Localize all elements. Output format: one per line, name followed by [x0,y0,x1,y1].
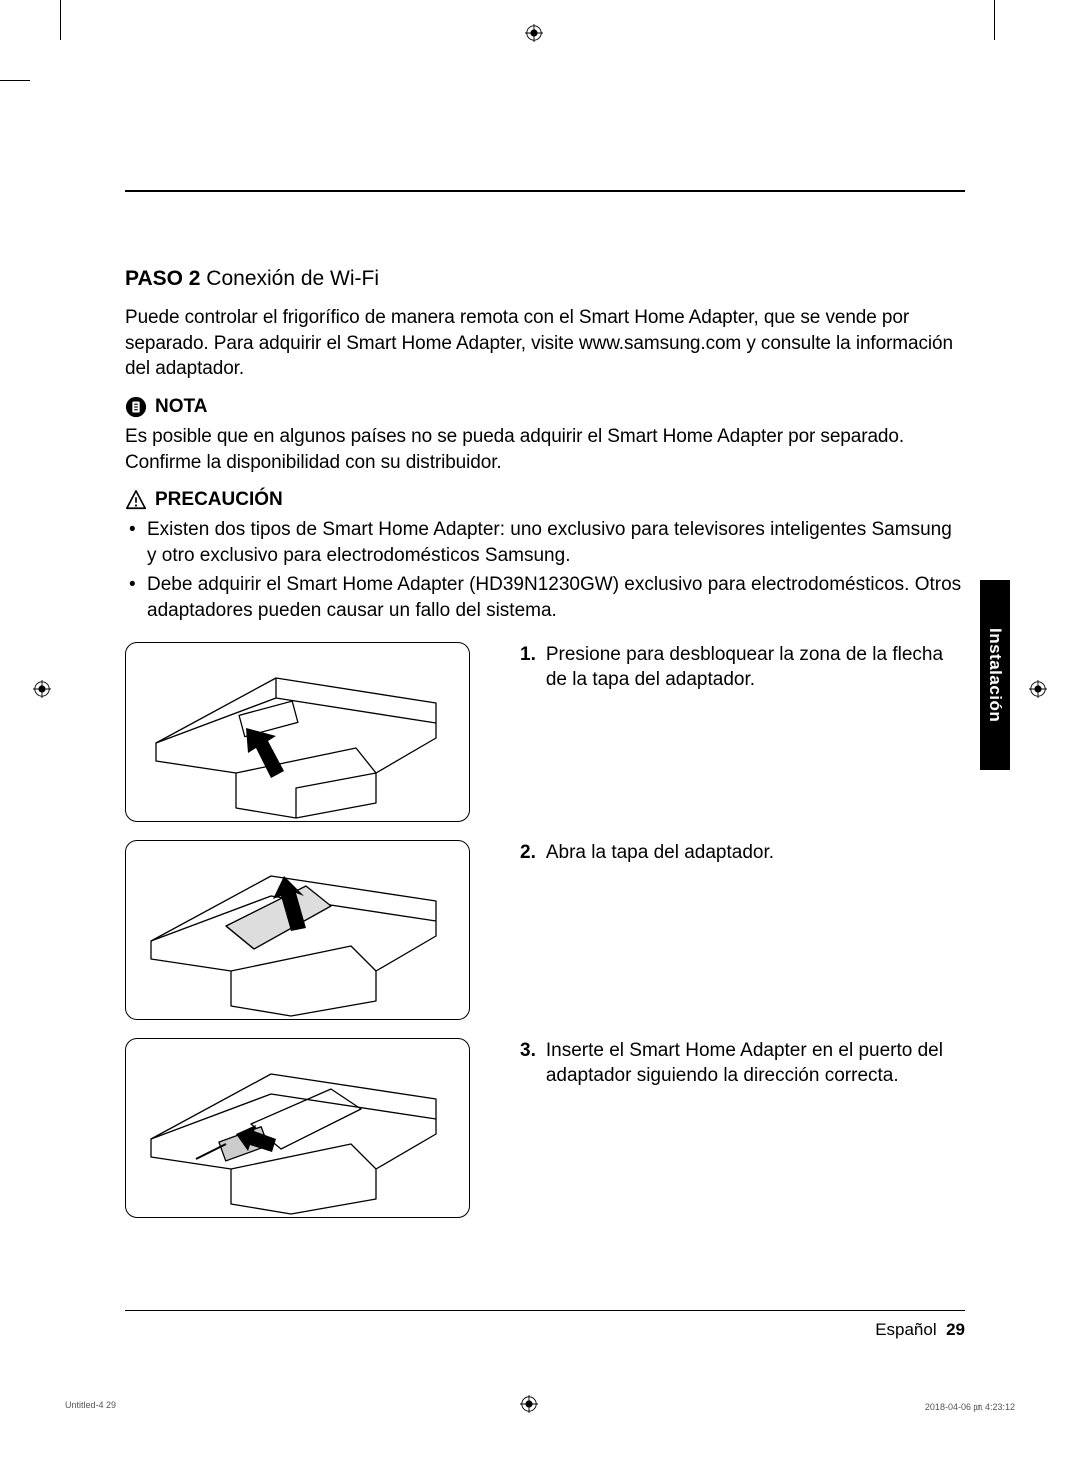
nota-text: Es posible que en algunos países no se p… [125,424,965,475]
step-number: 1. [520,642,536,693]
crop-mark [0,80,30,81]
diagram-2 [125,840,470,1020]
footer-lang: Español 29 [875,1320,965,1340]
nota-label: NOTA [155,396,207,418]
list-item: Debe adquirir el Smart Home Adapter (HD3… [147,572,965,623]
crop-mark [994,0,995,40]
step-text: 2. Abra la tapa del adaptador. [520,840,965,866]
step-row: 1. Presione para desbloquear la zona de … [125,642,965,822]
step-body: Inserte el Smart Home Adapter en el puer… [546,1038,965,1089]
nota-heading: NOTA [125,396,965,418]
side-tab: Instalación [980,580,1010,770]
print-footer-right: 2018-04-06 ㏘ 4:23:12 [925,1400,1015,1413]
intro-paragraph: Puede controlar el frigorífico de manera… [125,305,965,382]
steps-area: 1. Presione para desbloquear la zona de … [125,642,965,1218]
page-content: PASO 2 Conexión de Wi-Fi Puede controlar… [125,190,965,1218]
registration-mark-icon [520,1395,538,1413]
footer-page: 29 [946,1320,965,1339]
step-text: 3. Inserte el Smart Home Adapter en el p… [520,1038,965,1089]
diagram-3 [125,1038,470,1218]
note-icon [125,396,147,418]
registration-mark-icon [525,24,543,42]
step-body: Presione para desbloquear la zona de la … [546,642,965,693]
warning-icon [125,489,147,511]
registration-mark-icon [1029,680,1047,698]
diagram-1 [125,642,470,822]
crop-mark [60,0,61,40]
precaucion-label: PRECAUCIÓN [155,489,283,511]
step-text: 1. Presione para desbloquear la zona de … [520,642,965,693]
list-item: Existen dos tipos de Smart Home Adapter:… [147,517,965,568]
step-row: 2. Abra la tapa del adaptador. [125,840,965,1020]
footer-rule [125,1310,965,1311]
precaucion-heading: PRECAUCIÓN [125,489,965,511]
precaucion-list: Existen dos tipos de Smart Home Adapter:… [125,517,965,624]
step-label-bold: PASO 2 [125,267,200,290]
footer-language: Español [875,1320,936,1339]
side-tab-label: Instalación [985,628,1005,722]
step-heading: PASO 2 Conexión de Wi-Fi [125,267,965,291]
step-number: 2. [520,840,536,866]
registration-mark-icon [33,680,51,698]
step-number: 3. [520,1038,536,1089]
step-body: Abra la tapa del adaptador. [546,840,774,866]
top-rule [125,190,965,192]
print-footer-left: Untitled-4 29 [65,1400,116,1410]
step-label-rest: Conexión de Wi-Fi [200,267,379,290]
step-row: 3. Inserte el Smart Home Adapter en el p… [125,1038,965,1218]
